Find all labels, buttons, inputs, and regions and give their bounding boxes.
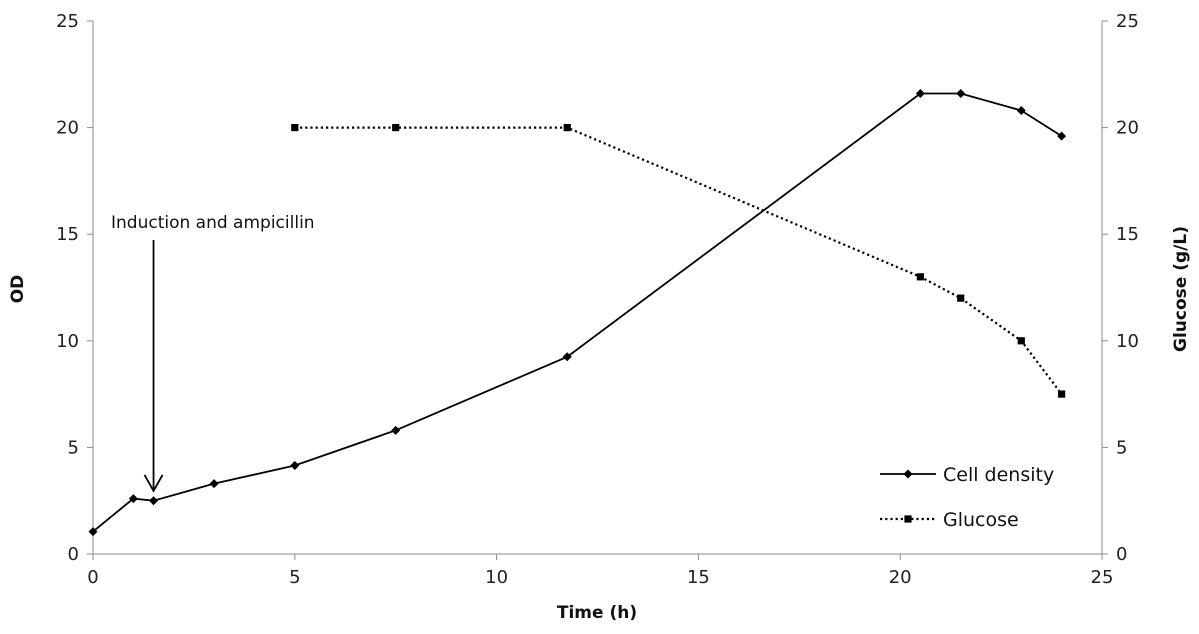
x-tick-label: 15 (687, 567, 710, 588)
legend-marker-cell-density (903, 469, 913, 479)
y-tick-label: 0 (68, 544, 79, 565)
data-point-cell-density (1016, 106, 1026, 116)
data-point-cell-density (209, 479, 219, 489)
y-axis-title: OD (8, 275, 28, 304)
y2-tick-label: 15 (1116, 224, 1139, 245)
series-line-cell-density (92, 92, 1063, 533)
legend-marker-glucose (904, 515, 912, 523)
data-point-cell-density (1057, 131, 1067, 141)
y-tick-label: 15 (56, 224, 79, 245)
data-point-glucose (957, 294, 965, 302)
y-tick-label: 10 (56, 331, 79, 352)
data-point-cell-density (149, 496, 159, 506)
data-point-cell-density (290, 461, 300, 471)
data-point-glucose (291, 124, 299, 132)
y2-tick-label: 5 (1116, 437, 1127, 458)
legend-label-cell-density: Cell density (943, 464, 1054, 486)
x-tick-label: 20 (889, 567, 912, 588)
y2-tick-label: 25 (1116, 11, 1139, 32)
x-tick-label: 10 (485, 567, 508, 588)
data-point-glucose (392, 124, 400, 132)
data-point-cell-density (88, 527, 98, 537)
data-point-glucose (563, 124, 571, 132)
x-tick-label: 0 (87, 567, 98, 588)
y2-axis-title: Glucose (g/L) (1171, 226, 1191, 352)
y-tick-label: 5 (68, 437, 79, 458)
y-tick-label: 25 (56, 11, 79, 32)
y2-tick-label: 10 (1116, 331, 1139, 352)
data-point-glucose (1017, 337, 1025, 345)
data-point-cell-density (128, 494, 138, 504)
data-point-glucose (1058, 390, 1066, 398)
x-axis-title: Time (h) (557, 603, 637, 623)
y2-tick-label: 0 (1116, 544, 1127, 565)
data-point-cell-density (915, 88, 925, 98)
data-point-cell-density (562, 352, 572, 362)
data-point-glucose (916, 273, 924, 281)
y2-tick-label: 20 (1116, 118, 1139, 139)
x-tick-label: 25 (1091, 567, 1114, 588)
annotation-label: Induction and ampicillin (111, 213, 315, 233)
data-point-cell-density (956, 88, 966, 98)
data-point-cell-density (391, 425, 401, 435)
legend-label-glucose: Glucose (943, 509, 1019, 531)
annotation-arrow-head (143, 474, 164, 493)
y-tick-label: 20 (56, 118, 79, 139)
x-tick-label: 5 (289, 567, 300, 588)
series-line-glucose (294, 126, 1063, 395)
